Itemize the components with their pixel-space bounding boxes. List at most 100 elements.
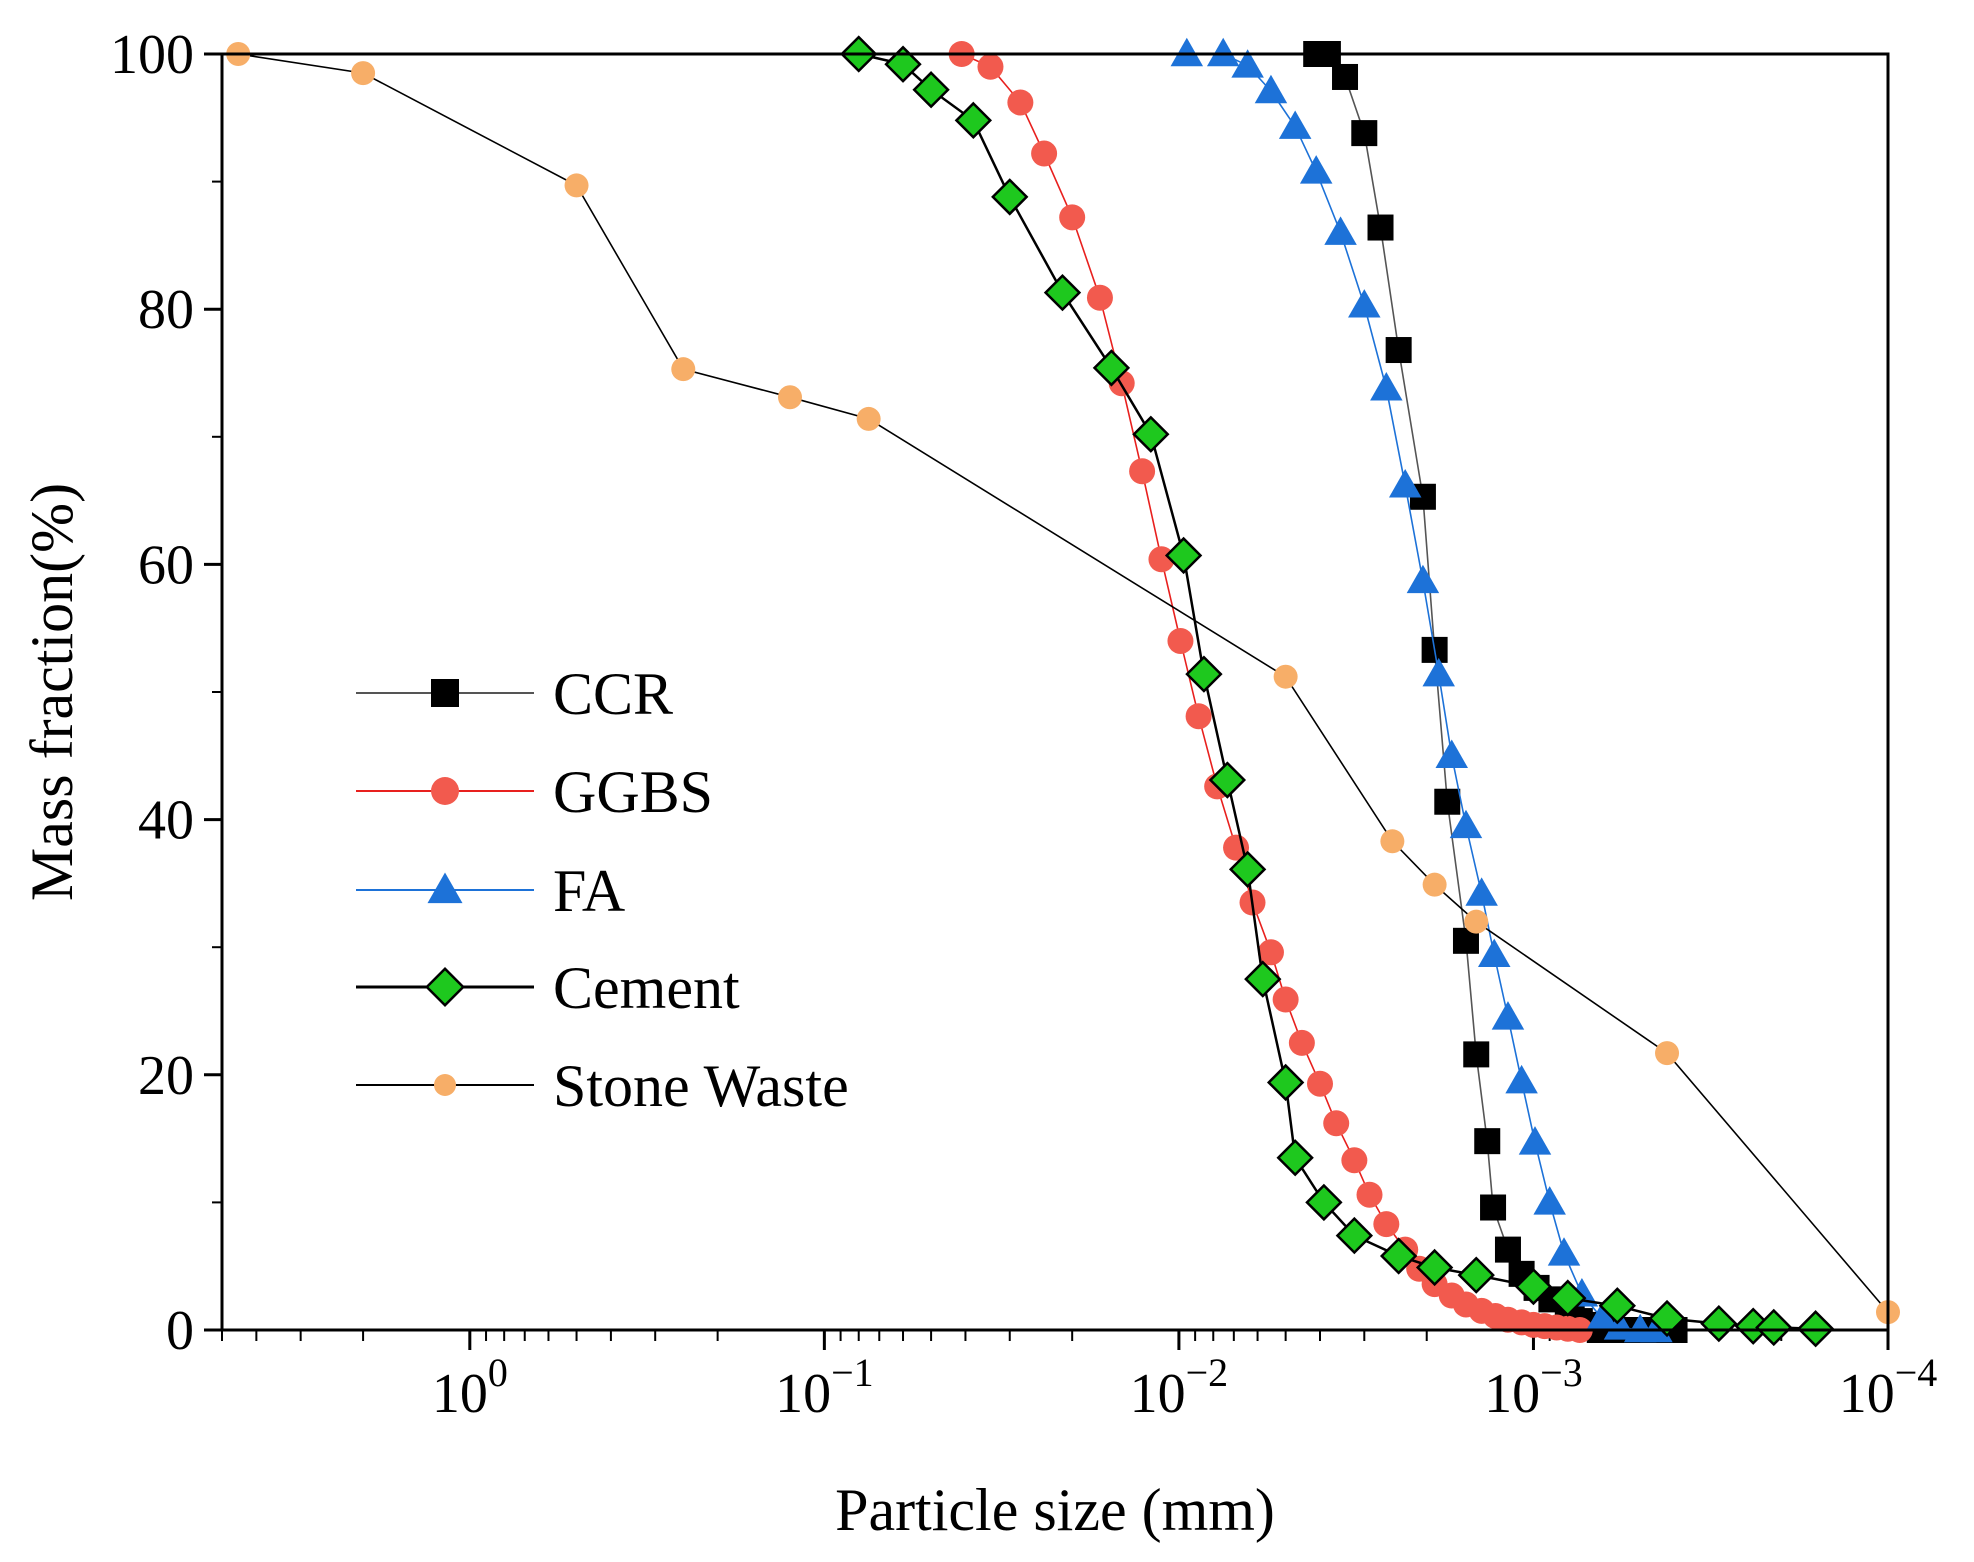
series-line — [858, 52, 1816, 1330]
data-point — [977, 53, 1004, 80]
data-point — [1370, 372, 1403, 401]
x-tick-label: 10−3 — [1484, 1350, 1583, 1425]
y-axis-title: Mass fraction(%) — [19, 483, 85, 901]
data-point — [1514, 1267, 1553, 1306]
data-point — [954, 101, 993, 140]
data-point — [351, 61, 376, 86]
x-tick-base: 10 — [432, 1363, 488, 1425]
legend-item: FA — [356, 858, 625, 924]
data-point — [1356, 1181, 1383, 1208]
legend-item: CCR — [356, 661, 673, 727]
x-tick-exponent: −1 — [831, 1350, 874, 1395]
data-point — [1170, 37, 1204, 67]
data-point — [1059, 204, 1086, 231]
data-point — [912, 71, 950, 109]
series-ggbs — [948, 41, 1593, 1343]
legend: CCR GGBS FA Cement Stone Waste — [356, 661, 849, 1119]
data-point — [1491, 1001, 1525, 1030]
plot-frame — [220, 52, 1890, 1332]
data-point — [1480, 1194, 1507, 1221]
data-point — [1655, 1041, 1680, 1066]
data-point — [671, 357, 696, 382]
data-point — [1348, 289, 1381, 318]
legend-label: CCR — [553, 661, 673, 727]
legend-item: Cement — [356, 955, 740, 1021]
data-point — [856, 406, 881, 431]
y-tick-label: 40 — [138, 790, 194, 852]
data-point — [1435, 739, 1468, 768]
data-point — [1449, 809, 1483, 839]
data-point — [1335, 1216, 1374, 1255]
data-point — [1465, 877, 1498, 906]
data-point — [1341, 1147, 1368, 1174]
legend-item: Stone Waste — [356, 1053, 849, 1119]
data-point — [1208, 761, 1247, 799]
data-point — [1228, 850, 1267, 889]
x-tick-label: 10−2 — [1130, 1350, 1229, 1425]
x-axis-title: Particle size (mm) — [835, 1477, 1275, 1543]
data-point — [1244, 960, 1282, 998]
data-point — [564, 173, 589, 198]
data-point — [1272, 986, 1299, 1013]
data-point — [1007, 89, 1034, 116]
data-point — [1324, 216, 1357, 245]
x-tick-base: 10 — [775, 1363, 831, 1425]
legend-marker — [431, 679, 459, 707]
data-point — [1474, 1128, 1501, 1155]
data-point — [1273, 664, 1298, 689]
legend-marker — [425, 967, 465, 1007]
data-point — [1603, 1311, 1637, 1340]
x-tick-label: 10−1 — [775, 1350, 874, 1425]
legend-label: GGBS — [553, 759, 713, 825]
data-point — [1367, 214, 1394, 241]
data-point — [1388, 469, 1422, 498]
legend-marker — [434, 1074, 456, 1096]
data-point — [1257, 939, 1284, 966]
legend-label: Cement — [553, 955, 740, 1021]
legend-marker — [431, 777, 459, 805]
data-point — [884, 45, 922, 83]
series-fa — [1170, 37, 1673, 1343]
data-point — [1167, 627, 1194, 654]
data-point — [1463, 1041, 1490, 1068]
x-tick-exponent: −4 — [1895, 1350, 1938, 1395]
legend-label: FA — [553, 858, 625, 924]
y-tick-label: 20 — [138, 1045, 194, 1107]
data-point — [1422, 872, 1447, 897]
data-point — [991, 178, 1029, 216]
data-point — [1278, 110, 1312, 139]
x-tick-labels: 100 10−1 10−2 10−3 10−4 — [432, 1350, 1937, 1425]
y-tick-label: 60 — [138, 534, 194, 596]
x-tick-base: 10 — [1130, 1363, 1186, 1425]
data-point — [1385, 337, 1412, 364]
data-point — [1266, 1063, 1305, 1102]
data-point — [1422, 657, 1455, 687]
data-point — [1547, 1237, 1581, 1266]
data-point — [1185, 703, 1212, 730]
data-series — [226, 35, 1900, 1348]
data-point — [1231, 49, 1264, 78]
legend-item: GGBS — [356, 759, 713, 825]
data-point — [1164, 536, 1203, 575]
data-point — [1640, 1313, 1673, 1343]
x-tick-exponent: −3 — [1540, 1350, 1583, 1395]
x-tick-exponent: −2 — [1186, 1350, 1229, 1395]
y-tick-label: 0 — [166, 1300, 194, 1362]
data-point — [1648, 1299, 1686, 1338]
x-tick-label: 100 — [432, 1350, 508, 1425]
data-point — [1434, 788, 1461, 815]
data-point — [1549, 1279, 1587, 1317]
data-point — [1415, 1248, 1454, 1287]
data-point — [1700, 1304, 1738, 1343]
data-point — [1585, 1302, 1619, 1331]
data-point — [1477, 938, 1511, 968]
legend-marker — [427, 872, 463, 904]
series-line — [1186, 53, 1657, 1331]
legend-label: Stone Waste — [553, 1053, 849, 1119]
data-point — [1223, 834, 1250, 861]
data-point — [1031, 140, 1058, 167]
data-point — [1132, 415, 1170, 453]
data-point — [1254, 74, 1288, 104]
data-point — [1351, 120, 1378, 147]
series-ccr — [1303, 41, 1688, 1343]
